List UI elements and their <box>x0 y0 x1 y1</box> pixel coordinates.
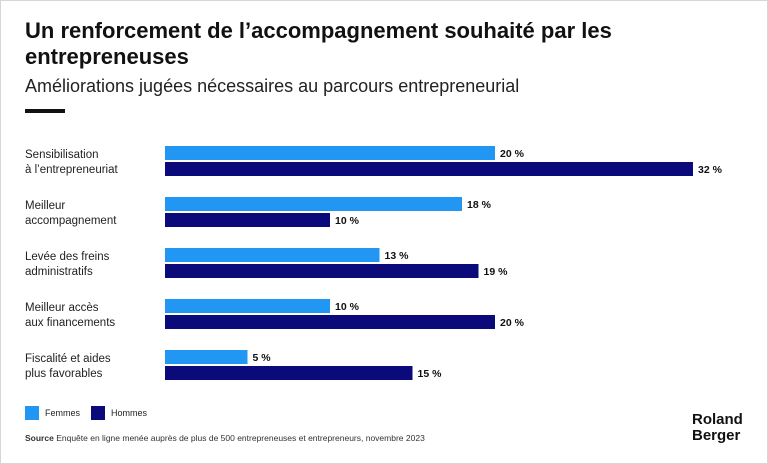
data-label: 10 % <box>335 215 360 227</box>
bar-hommes <box>165 213 330 227</box>
category-label: plus favorables <box>25 368 103 380</box>
bar-femmes <box>165 248 380 262</box>
bar-femmes <box>165 197 462 211</box>
category-label: Meilleur <box>25 200 65 212</box>
data-label: 18 % <box>467 199 492 211</box>
data-label: 5 % <box>253 352 272 364</box>
category-label: à l’entrepreneuriat <box>25 164 119 176</box>
logo-line-1: Roland <box>692 411 743 428</box>
legend-swatch-hommes <box>91 406 105 420</box>
data-label: 20 % <box>500 317 525 329</box>
data-label: 20 % <box>500 148 525 160</box>
legend-label-hommes: Hommes <box>111 408 148 418</box>
category-label: Levée des freins <box>25 251 110 263</box>
category-label: Meilleur accès <box>25 302 99 314</box>
bar-hommes <box>165 315 495 329</box>
chart-subtitle: Améliorations jugées nécessaires au parc… <box>25 76 520 96</box>
category-label: accompagnement <box>25 215 117 227</box>
category-label: Sensibilisation <box>25 149 99 161</box>
source-note: Source Enquête en ligne menée auprès de … <box>25 433 425 443</box>
bar-hommes <box>165 264 479 278</box>
bar-femmes <box>165 350 248 364</box>
data-label: 13 % <box>385 250 410 262</box>
data-label: 10 % <box>335 301 360 313</box>
data-label: 19 % <box>484 266 509 278</box>
bar-hommes <box>165 366 413 380</box>
bar-hommes <box>165 162 693 176</box>
title-divider <box>25 109 65 113</box>
data-label: 15 % <box>418 368 443 380</box>
chart-title: Un renforcement de l’accompagnement souh… <box>25 18 612 69</box>
category-label: aux financements <box>25 317 115 329</box>
bar-femmes <box>165 299 330 313</box>
source-text: Enquête en ligne menée auprès de plus de… <box>56 433 425 443</box>
logo-line-2: Berger <box>692 427 741 444</box>
source-label: Source <box>25 433 54 443</box>
brand-logo: Roland Berger <box>692 412 743 444</box>
legend-label-femmes: Femmes <box>45 408 81 418</box>
category-label: administratifs <box>25 266 93 278</box>
legend-swatch-femmes <box>25 406 39 420</box>
bar-femmes <box>165 146 495 160</box>
category-label: Fiscalité et aides <box>25 353 111 365</box>
data-label: 32 % <box>698 164 723 176</box>
